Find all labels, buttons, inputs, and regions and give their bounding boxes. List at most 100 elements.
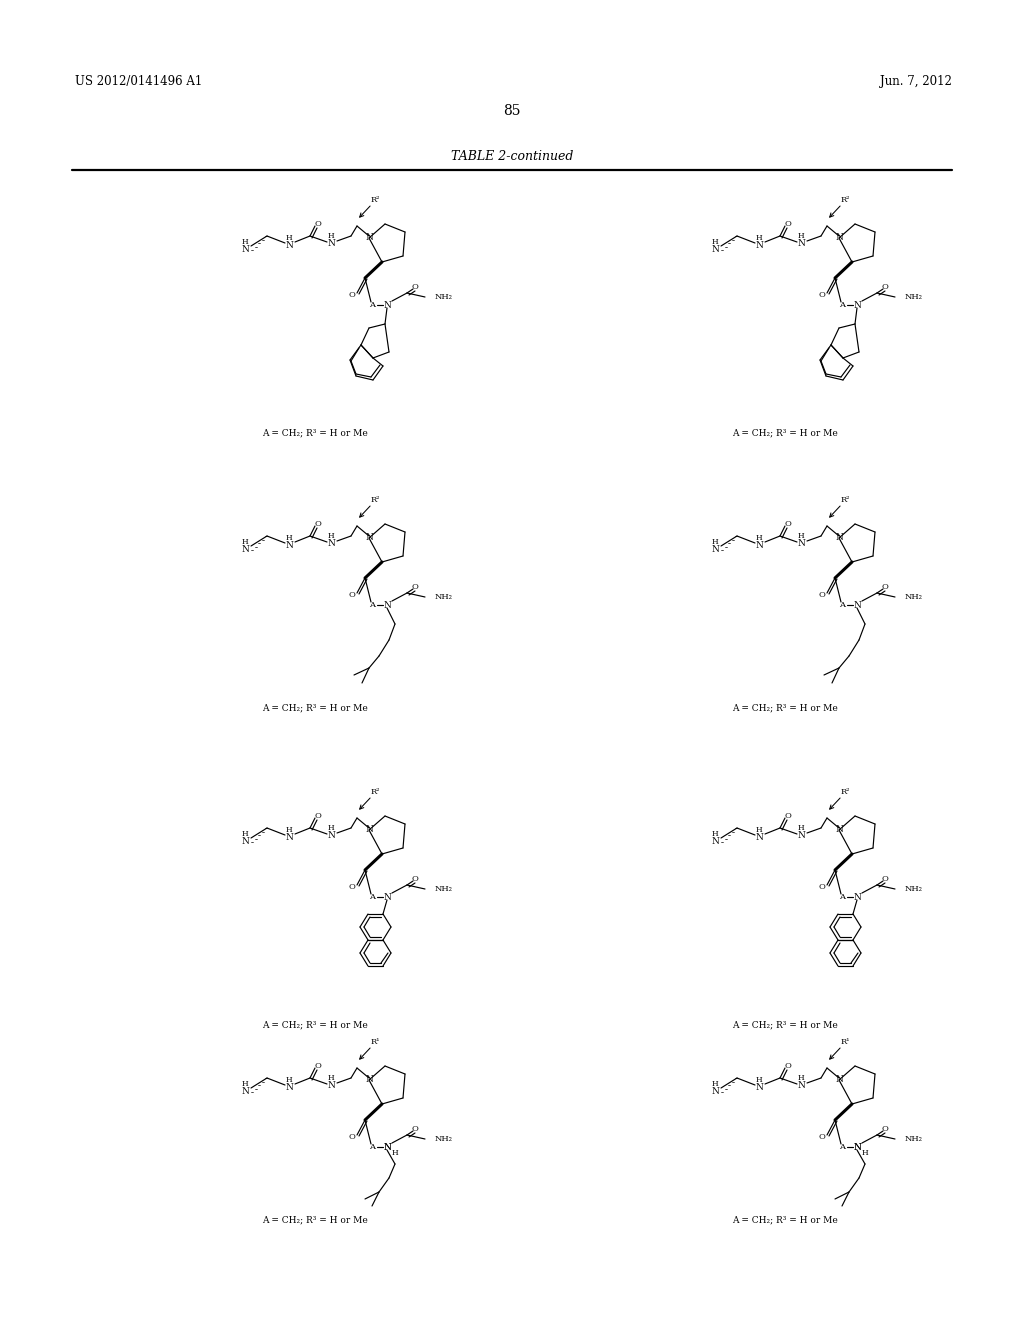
Text: N: N — [366, 234, 373, 243]
Text: TABLE 2-continued: TABLE 2-continued — [451, 150, 573, 162]
Text: H: H — [286, 1076, 292, 1084]
Text: H: H — [712, 238, 718, 246]
Text: O: O — [882, 583, 889, 591]
Text: O: O — [882, 875, 889, 883]
Text: NH₂: NH₂ — [905, 293, 923, 301]
Text: H: H — [328, 232, 334, 240]
Text: H: H — [756, 1076, 762, 1084]
Text: A: A — [839, 894, 845, 902]
Text: H: H — [798, 532, 804, 540]
Text: H: H — [242, 830, 248, 838]
Text: N: N — [285, 540, 293, 549]
Text: N: N — [327, 830, 335, 840]
Text: N: N — [797, 1081, 805, 1089]
Text: H: H — [286, 535, 292, 543]
Text: N: N — [383, 301, 391, 309]
Text: A = CH₂; R³ = H or Me: A = CH₂; R³ = H or Me — [732, 704, 838, 713]
Text: N: N — [755, 833, 763, 842]
Text: N: N — [383, 601, 391, 610]
Text: N: N — [241, 837, 249, 846]
Text: A: A — [369, 1143, 375, 1151]
Text: N: N — [711, 545, 719, 554]
Text: N: N — [241, 545, 249, 554]
Text: O: O — [412, 282, 419, 290]
Text: N: N — [835, 234, 843, 243]
Text: O: O — [784, 220, 792, 228]
Text: N: N — [835, 1076, 843, 1085]
Text: A: A — [839, 1143, 845, 1151]
Text: O: O — [818, 290, 825, 300]
Text: N: N — [366, 825, 373, 834]
Text: O: O — [348, 883, 355, 891]
Text: N: N — [366, 533, 373, 543]
Text: H: H — [798, 232, 804, 240]
Text: N: N — [755, 1082, 763, 1092]
Text: O: O — [882, 282, 889, 290]
Text: O: O — [314, 1063, 322, 1071]
Text: R²: R² — [841, 496, 850, 504]
Text: N: N — [755, 240, 763, 249]
Text: A: A — [369, 301, 375, 309]
Text: N: N — [853, 892, 861, 902]
Text: N: N — [853, 1143, 861, 1151]
Text: H: H — [798, 824, 804, 832]
Text: H: H — [392, 1148, 398, 1158]
Text: 85: 85 — [503, 104, 521, 117]
Text: A = CH₂; R³ = H or Me: A = CH₂; R³ = H or Me — [262, 1020, 368, 1030]
Text: H: H — [328, 824, 334, 832]
Text: A = CH₂; R³ = H or Me: A = CH₂; R³ = H or Me — [732, 1216, 838, 1225]
Text: NH₂: NH₂ — [905, 1135, 923, 1143]
Text: N: N — [366, 1076, 373, 1085]
Text: N: N — [327, 239, 335, 248]
Text: H: H — [242, 1080, 248, 1088]
Text: R²: R² — [841, 788, 850, 796]
Text: O: O — [348, 290, 355, 300]
Text: NH₂: NH₂ — [905, 593, 923, 601]
Text: A = CH₂; R³ = H or Me: A = CH₂; R³ = H or Me — [732, 1020, 838, 1030]
Text: H: H — [756, 234, 762, 242]
Text: N: N — [327, 1081, 335, 1089]
Text: R²: R² — [371, 496, 380, 504]
Text: R²: R² — [371, 788, 380, 796]
Text: O: O — [412, 875, 419, 883]
Text: N: N — [797, 830, 805, 840]
Text: N: N — [285, 833, 293, 842]
Text: O: O — [882, 1125, 889, 1133]
Text: N: N — [755, 540, 763, 549]
Text: H: H — [242, 539, 248, 546]
Text: O: O — [412, 1125, 419, 1133]
Text: N: N — [853, 301, 861, 309]
Text: O: O — [784, 812, 792, 820]
Text: N: N — [383, 892, 391, 902]
Text: N: N — [285, 1082, 293, 1092]
Text: H: H — [328, 532, 334, 540]
Text: N: N — [797, 239, 805, 248]
Text: N: N — [285, 240, 293, 249]
Text: Jun. 7, 2012: Jun. 7, 2012 — [880, 75, 952, 88]
Text: N: N — [327, 539, 335, 548]
Text: O: O — [818, 883, 825, 891]
Text: N: N — [241, 246, 249, 255]
Text: NH₂: NH₂ — [435, 593, 453, 601]
Text: O: O — [412, 583, 419, 591]
Text: NH₂: NH₂ — [905, 884, 923, 894]
Text: N: N — [797, 539, 805, 548]
Text: H: H — [286, 826, 292, 834]
Text: H: H — [328, 1074, 334, 1082]
Text: A = CH₂; R³ = H or Me: A = CH₂; R³ = H or Me — [262, 1216, 368, 1225]
Text: N: N — [383, 1143, 391, 1151]
Text: H: H — [712, 539, 718, 546]
Text: N: N — [835, 825, 843, 834]
Text: N: N — [711, 246, 719, 255]
Text: O: O — [314, 220, 322, 228]
Text: O: O — [348, 591, 355, 599]
Text: R²: R² — [371, 195, 380, 205]
Text: NH₂: NH₂ — [435, 293, 453, 301]
Text: O: O — [348, 1133, 355, 1140]
Text: O: O — [784, 520, 792, 528]
Text: A: A — [369, 601, 375, 609]
Text: A = CH₂; R³ = H or Me: A = CH₂; R³ = H or Me — [732, 429, 838, 437]
Text: O: O — [818, 591, 825, 599]
Text: O: O — [314, 812, 322, 820]
Text: H: H — [756, 826, 762, 834]
